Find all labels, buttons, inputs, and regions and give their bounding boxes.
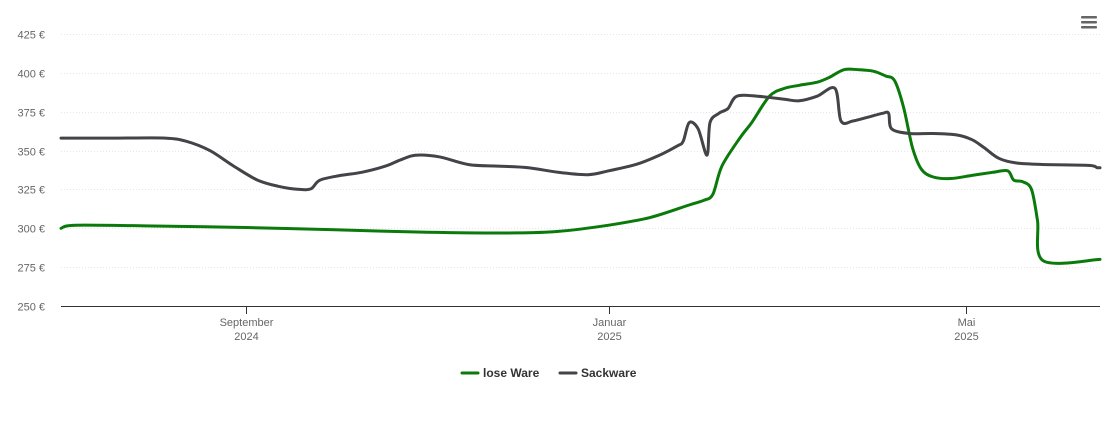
grid-lines [61,34,1100,268]
series-line-sackware [59,86,1102,192]
hamburger-menu-icon [1081,16,1097,29]
y-axis: 250 € 275 € 300 € 325 € 350 € 375 € 400 € 425 € [17,30,45,314]
legend-item-lose-ware[interactable]: lose Ware [460,366,540,380]
chart-menu-button[interactable] [1080,14,1098,30]
legend-label: Sackware [581,366,637,380]
series-layer [59,67,1102,265]
y-tick-label: 375 € [17,108,45,120]
legend-item-sackware[interactable]: Sackware [558,366,637,380]
x-tick-label-year: 2025 [954,331,978,343]
legend: lose Ware Sackware [460,366,637,380]
x-tick-label-month: September [220,317,274,329]
x-tick-label-year: 2024 [234,331,258,343]
x-tick-label-year: 2025 [597,331,621,343]
legend-label: lose Ware [483,366,540,380]
series-line-lose-ware [59,67,1102,265]
y-tick-label: 300 € [17,224,45,236]
y-tick-label: 425 € [17,30,45,42]
x-tick-label-month: Mai [958,317,976,329]
y-tick-label: 275 € [17,263,45,275]
y-tick-label: 325 € [17,185,45,197]
y-tick-label: 400 € [17,69,45,81]
x-tick-label-month: Januar [593,317,627,329]
y-tick-label: 250 € [17,302,45,314]
y-tick-label: 350 € [17,147,45,159]
x-axis: September 2024 Januar 2025 Mai 2025 [61,306,1100,343]
